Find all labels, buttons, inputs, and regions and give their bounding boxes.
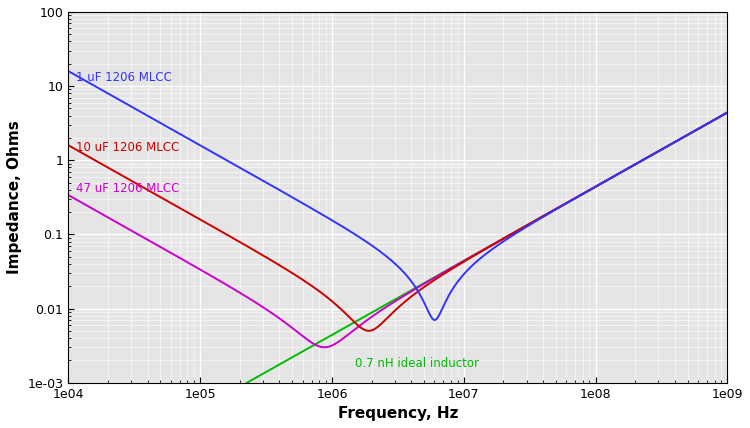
Text: 47 uF 1206 MLCC: 47 uF 1206 MLCC <box>76 181 180 195</box>
Text: 0.7 nH ideal inductor: 0.7 nH ideal inductor <box>356 357 479 370</box>
Text: 1 uF 1206 MLCC: 1 uF 1206 MLCC <box>76 71 172 84</box>
Y-axis label: Impedance, Ohms: Impedance, Ohms <box>7 120 22 274</box>
X-axis label: Frequency, Hz: Frequency, Hz <box>338 406 458 421</box>
Text: 10 uF 1206 MLCC: 10 uF 1206 MLCC <box>76 141 179 154</box>
